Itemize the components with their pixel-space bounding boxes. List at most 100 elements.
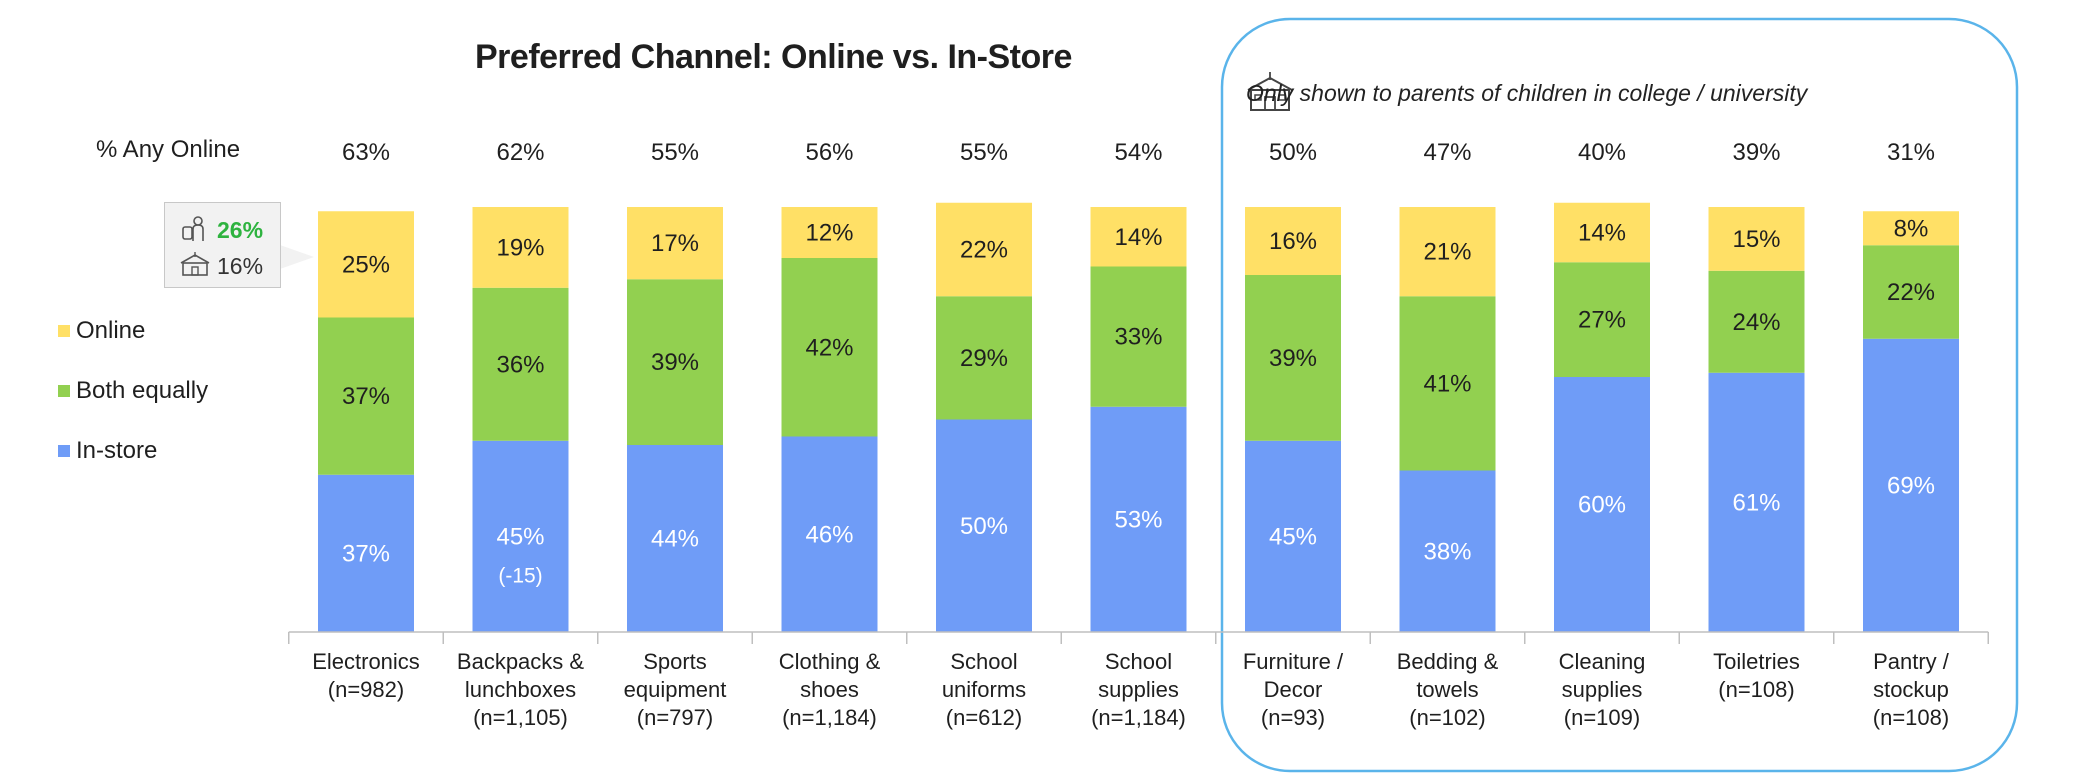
data-label-online-pantry: 8%	[1894, 215, 1929, 242]
category-label-cleaning-line1: Cleaning	[1559, 649, 1646, 674]
electronics-callout: 26% 16%	[164, 202, 281, 288]
data-label-both-equally-furniture: 39%	[1269, 345, 1317, 372]
data-label-in-store-cleaning: 60%	[1578, 492, 1626, 519]
bar-segment-online-sports	[627, 207, 723, 280]
bar-segment-online-electronics	[318, 211, 414, 318]
bar-segment-both-equally-backpacks	[472, 287, 569, 441]
data-label-both-equally-pantry: 22%	[1887, 279, 1935, 306]
category-label-bedding-line3: (n=102)	[1409, 705, 1485, 730]
category-label-sports-line1: Sports	[643, 649, 707, 674]
bar-segment-online-bedding	[1399, 207, 1496, 297]
school-building-icon	[180, 252, 210, 276]
any-online-value-electronics: 63%	[342, 139, 390, 166]
category-label-backpacks-line2: lunchboxes	[465, 677, 576, 702]
chart-title: Preferred Channel: Online vs. In-Store	[475, 38, 1072, 76]
data-label-in-store-clothing: 46%	[805, 521, 853, 548]
callout-first-value: 26%	[217, 217, 264, 243]
any-online-value-bedding: 47%	[1423, 139, 1471, 166]
legend-swatch-in-store	[58, 445, 70, 457]
school-building-icon	[1247, 72, 1293, 111]
category-label-clothing-line3: (n=1,184)	[782, 705, 877, 730]
category-label-backpacks-line1: Backpacks &	[457, 649, 584, 674]
bar-segment-online-toiletries	[1708, 207, 1805, 271]
bar-segment-in-store-pantry	[1863, 338, 1959, 632]
category-label-furniture-line1: Furniture /	[1243, 649, 1344, 674]
data-label-both-equally-school: 29%	[960, 345, 1008, 372]
category-label-school-line2: uniforms	[942, 677, 1026, 702]
category-label-pantry-line1: Pantry /	[1873, 649, 1950, 674]
data-label-both-equally-school: 33%	[1114, 324, 1162, 351]
category-label-toiletries-line2: (n=108)	[1718, 677, 1794, 702]
any-online-value-furniture: 50%	[1269, 139, 1317, 166]
category-label-school-line3: (n=612)	[946, 705, 1022, 730]
bar-segment-in-store-school	[936, 419, 1032, 632]
bar-segment-online-school	[1090, 207, 1187, 267]
category-label-clothing-line1: Clothing &	[779, 649, 881, 674]
college-subset-frame	[1220, 17, 2019, 773]
category-label-furniture-line3: (n=93)	[1261, 705, 1325, 730]
category-label-backpacks-line3: (n=1,105)	[473, 705, 568, 730]
category-label-pantry-line3: (n=108)	[1873, 705, 1949, 730]
bar-segment-both-equally-pantry	[1863, 245, 1959, 339]
category-label-school-line1: School	[1105, 649, 1172, 674]
bar-segment-in-store-backpacks	[472, 440, 569, 632]
any-online-value-sports: 55%	[651, 139, 699, 166]
category-label-toiletries-line1: Toiletries	[1713, 649, 1800, 674]
legend-item-in-store: In-store	[58, 437, 157, 465]
bar-segment-both-equally-school	[936, 296, 1032, 420]
data-label-both-equally-toiletries: 24%	[1732, 309, 1780, 336]
legend-swatch-both-equally	[58, 385, 70, 397]
category-label-cleaning-line2: supplies	[1562, 677, 1643, 702]
bar-segment-online-cleaning	[1554, 202, 1650, 263]
bar-segment-online-backpacks	[472, 207, 569, 288]
bar-segment-in-store-toiletries	[1708, 372, 1805, 632]
data-label-online-toiletries: 15%	[1732, 226, 1780, 253]
category-label-school-line2: supplies	[1098, 677, 1179, 702]
bar-segment-in-store-clothing	[781, 436, 878, 632]
bar-segment-online-school	[936, 202, 1032, 297]
callout-second-value: 16%	[217, 253, 264, 279]
category-label-bedding-line2: towels	[1416, 677, 1478, 702]
category-label-cleaning-line3: (n=109)	[1564, 705, 1640, 730]
category-label-school-line1: School	[950, 649, 1017, 674]
data-label-in-store-furniture: 45%	[1269, 523, 1317, 550]
data-label-online-clothing: 12%	[805, 220, 853, 247]
category-label-clothing-line2: shoes	[800, 677, 859, 702]
any-online-value-school: 55%	[960, 139, 1008, 166]
bar-segment-in-store-school	[1090, 406, 1187, 632]
any-online-row-label: % Any Online	[96, 136, 241, 163]
data-label-online-school: 22%	[960, 237, 1008, 264]
data-label-online-backpacks: 19%	[496, 234, 544, 261]
any-online-value-cleaning: 40%	[1578, 139, 1626, 166]
bar-segment-in-store-sports	[627, 445, 723, 632]
category-label-sports-line3: (n=797)	[637, 705, 713, 730]
data-label-both-equally-backpacks: 36%	[496, 351, 544, 378]
data-label-in-store-electronics: 37%	[342, 540, 390, 567]
data-label-in-store-backpacks: 45%	[496, 523, 544, 550]
bar-segment-in-store-furniture	[1245, 440, 1341, 632]
category-label-pantry-line2: stockup	[1873, 677, 1949, 702]
data-label-online-furniture: 16%	[1269, 228, 1317, 255]
data-label-online-sports: 17%	[651, 230, 699, 257]
bar-segment-both-equally-furniture	[1245, 275, 1341, 441]
bar-segment-both-equally-sports	[627, 279, 723, 445]
category-label-sports-line2: equipment	[624, 677, 727, 702]
legend-label-both-equally: Both equally	[76, 377, 209, 404]
any-online-value-clothing: 56%	[805, 139, 853, 166]
data-label-in-store-pantry: 69%	[1887, 472, 1935, 499]
bar-segment-in-store-electronics	[318, 474, 414, 632]
data-label-both-equally-sports: 39%	[651, 349, 699, 376]
any-online-value-backpacks: 62%	[496, 139, 544, 166]
bar-segment-online-pantry	[1863, 211, 1959, 246]
data-label-in-store-bedding: 38%	[1423, 538, 1471, 565]
bar-segment-both-equally-clothing	[781, 258, 878, 437]
category-label-bedding-line1: Bedding &	[1397, 649, 1499, 674]
college-subset-note: Only shown to parents of children in col…	[1246, 80, 1808, 106]
legend-item-online: Online	[58, 317, 145, 345]
data-label-in-store-toiletries: 61%	[1732, 489, 1780, 516]
legend-item-both-equally: Both equally	[58, 377, 208, 405]
category-label-school-line3: (n=1,184)	[1091, 705, 1186, 730]
annotation-backpacks: (-15)	[498, 564, 542, 587]
data-label-online-electronics: 25%	[342, 251, 390, 278]
bar-segment-both-equally-electronics	[318, 317, 414, 475]
